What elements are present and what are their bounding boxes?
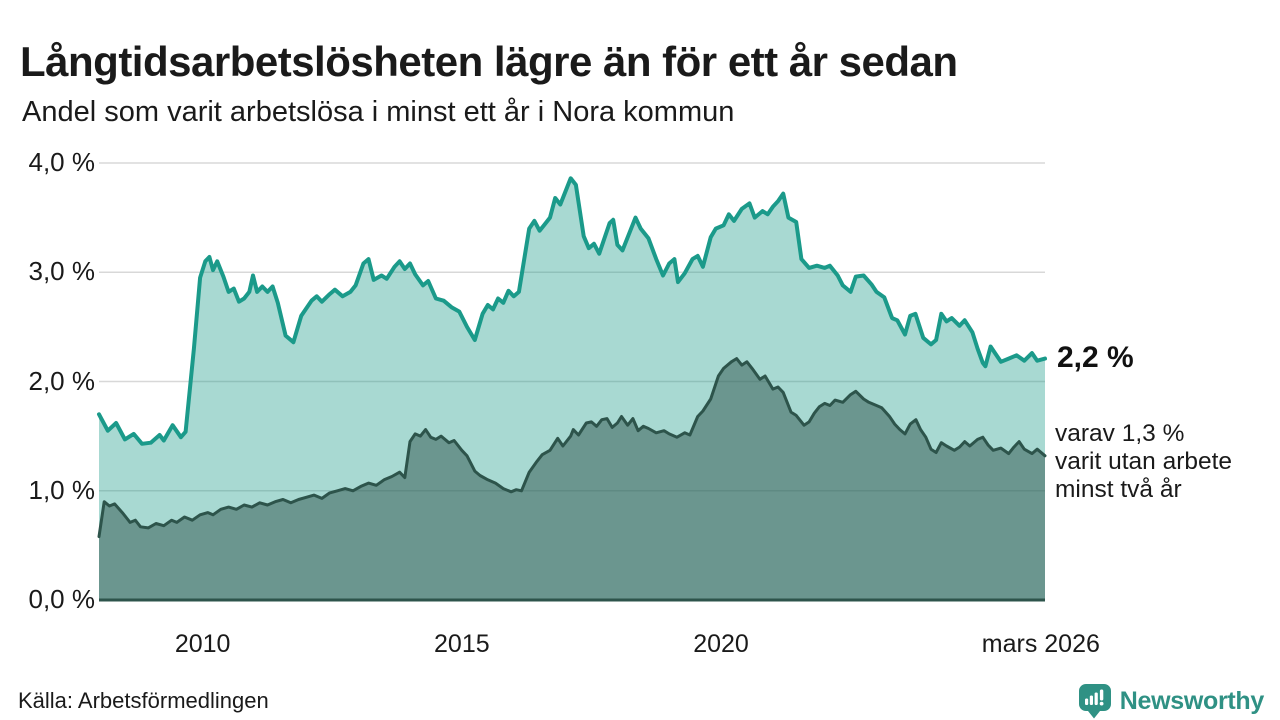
y-axis-label-1: 1,0 %	[28, 474, 96, 505]
newsworthy-logo-icon	[1078, 684, 1111, 719]
series-area-1	[99, 358, 1045, 600]
source-credit: Källa: Arbetsförmedlingen	[18, 688, 269, 713]
y-axis-label-3: 3,0 %	[28, 256, 96, 287]
series-line-0	[97, 176, 1047, 446]
secondary-series-label-line2: varit utan arbete	[1055, 448, 1233, 475]
x-axis-label-2010: 2010	[174, 630, 231, 658]
x-axis-label-2020: 2020	[693, 630, 749, 658]
y-axis-label-2: 2,0 %	[28, 365, 96, 396]
y-axis-label-0: 0,0 %	[28, 583, 96, 614]
series-line-1	[97, 357, 1047, 539]
chart-subtitle: Andel som varit arbetslösa i minst ett å…	[22, 96, 735, 128]
x-axis-label-2015: 2015	[434, 630, 490, 658]
secondary-series-label-line3: minst två år	[1055, 476, 1182, 503]
secondary-series-label: varav 1,3 % varit utan arbete minst två …	[1055, 420, 1232, 504]
newsworthy-brand: Newsworthy	[1078, 682, 1264, 720]
chart-title: Långtidsarbetslösheten lägre än för ett …	[20, 38, 958, 86]
secondary-series-label-line1: varav 1,3 %	[1055, 420, 1185, 447]
y-axis-label-4: 4,0 %	[28, 146, 96, 177]
x-axis-label-mars-2026: mars 2026	[981, 630, 1100, 658]
latest-value-label: 2,2 %	[1057, 341, 1134, 374]
newsworthy-wordmark: Newsworthy	[1119, 686, 1265, 715]
